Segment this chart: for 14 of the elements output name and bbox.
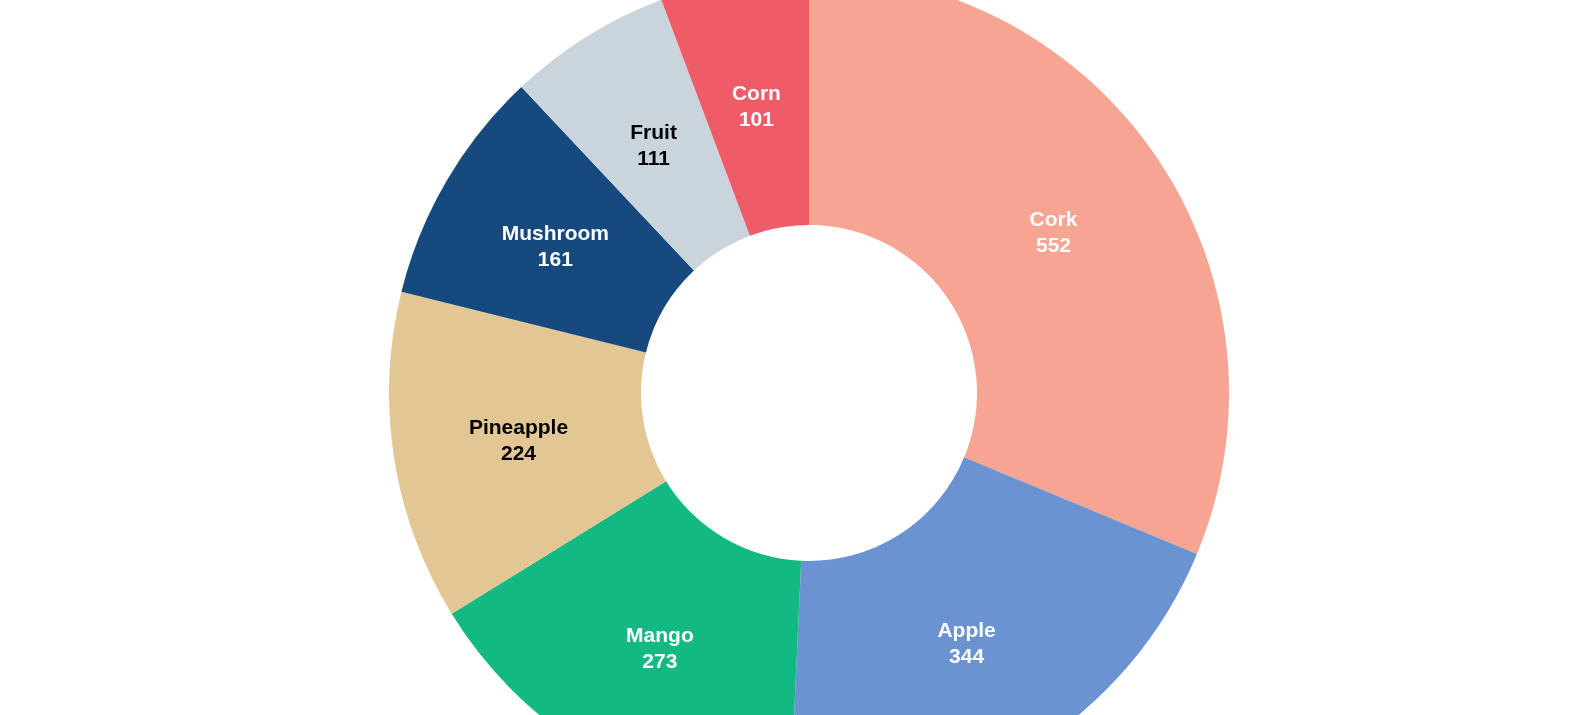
slice-label: Mushroom [501,221,610,245]
slice-label: Pineapple [468,415,569,439]
data-label: 344 [949,644,985,668]
slice-label: Apple [937,618,996,642]
data-label: 224 [500,441,537,465]
data-label: 161 [537,247,574,271]
slice-label: Cork [1029,206,1078,230]
data-label: 111 [637,146,671,170]
slice-label: Mango [626,623,694,647]
slice-label: Corn [731,80,781,104]
data-label: 273 [642,649,678,673]
data-label: 101 [738,106,775,130]
data-label: 552 [1035,232,1072,256]
slice-label: Fruit [630,120,677,144]
